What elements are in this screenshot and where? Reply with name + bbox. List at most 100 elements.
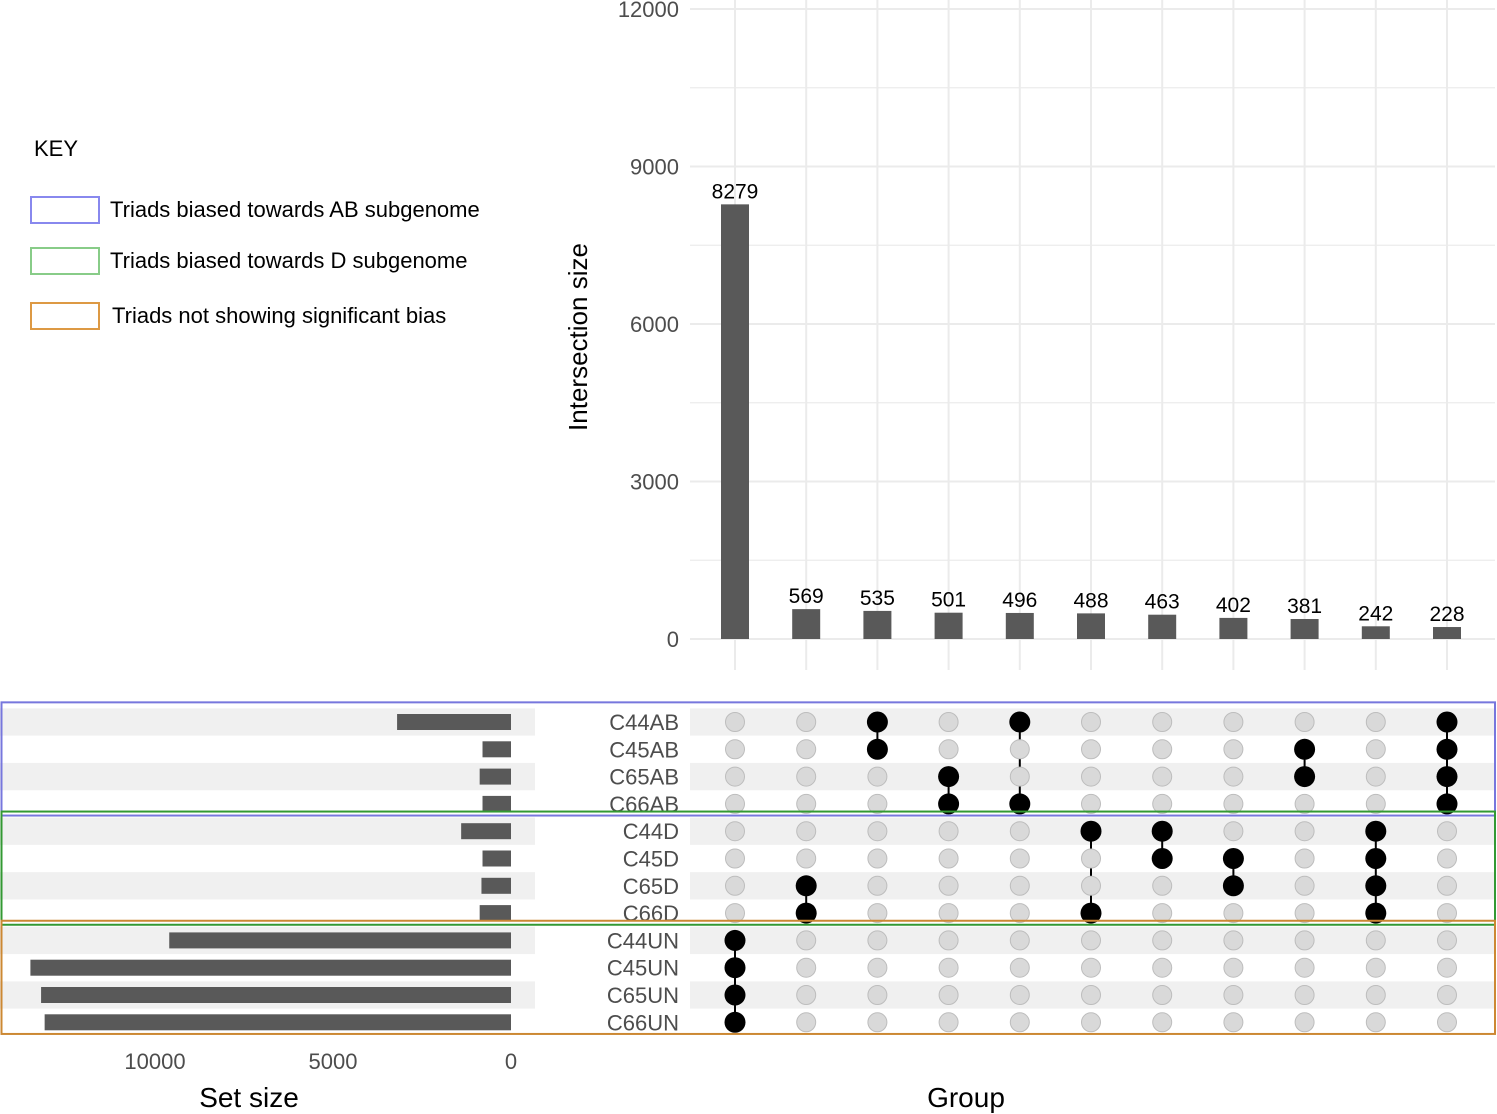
matrix-dot-off: [867, 875, 888, 896]
matrix-dot-off: [1437, 957, 1457, 978]
matrix-dot-off: [1009, 821, 1030, 842]
matrix-dot-off: [1009, 985, 1030, 1005]
matrix-dot-on: [938, 793, 960, 815]
group-frame: [0, 810, 1496, 926]
matrix-dot-off: [1009, 766, 1030, 787]
intersection-bar: [721, 204, 749, 640]
y-tick-label: 3000: [630, 470, 679, 495]
matrix-dot-off: [1152, 957, 1173, 978]
y-tick-label: 9000: [630, 155, 679, 180]
matrix-dot-off: [796, 848, 817, 869]
matrix-dot-on: [1222, 875, 1244, 897]
bar-value-label: 381: [1287, 595, 1322, 618]
matrix-dot-off: [938, 930, 959, 951]
matrix-dot-off: [1223, 957, 1244, 978]
matrix-dot-off: [1081, 985, 1101, 1005]
matrix-dot-off: [796, 793, 817, 814]
matrix-dot-off: [1081, 793, 1101, 814]
intersection-bar: [863, 610, 892, 639]
matrix-dot-off: [1365, 930, 1386, 951]
bar-value-label: 535: [860, 587, 895, 610]
matrix-dot-off: [1365, 712, 1386, 732]
set-size-bar: [479, 768, 511, 785]
intersection-bar: [1361, 626, 1390, 639]
set-label: C44D: [623, 819, 679, 844]
matrix-dot-off: [796, 1012, 817, 1033]
matrix-dot-off: [1294, 793, 1315, 814]
legend-label-un: Triads not showing significant bias: [112, 303, 447, 328]
matrix-dot-on: [1151, 820, 1173, 842]
y-tick-label: 12000: [618, 0, 679, 22]
matrix-dot-off: [1009, 903, 1030, 924]
set-label: C65UN: [607, 983, 679, 1008]
set-size-bar: [41, 987, 512, 1003]
matrix-dot-on: [1080, 902, 1102, 924]
matrix-dot-on: [938, 766, 960, 788]
matrix-dot-off: [1223, 903, 1244, 924]
set-size-bar: [461, 823, 511, 840]
set-size-bar: [479, 905, 511, 922]
matrix-dot-off: [938, 739, 959, 760]
matrix-dot-off: [1223, 821, 1244, 842]
legend-label-ab: Triads biased towards AB subgenome: [110, 197, 480, 222]
matrix-dot-off: [1081, 875, 1101, 896]
set-label: C45AB: [609, 737, 679, 762]
matrix-dot-off: [1152, 766, 1173, 787]
matrix-dot-off: [1294, 712, 1315, 732]
matrix-dot-off: [1009, 1012, 1030, 1033]
bar-value-label: 228: [1429, 603, 1464, 626]
matrix-dot-off: [796, 712, 817, 732]
matrix-dot-off: [1437, 1012, 1457, 1033]
matrix-dot-off: [1365, 739, 1386, 760]
set-label: C65AB: [609, 765, 679, 790]
matrix-dot-off: [867, 848, 888, 869]
matrix-dot-on: [724, 984, 746, 1006]
set-size-bar: [482, 795, 511, 812]
matrix-dot-off: [1152, 712, 1173, 732]
matrix-dot-off: [1009, 739, 1030, 760]
matrix-dot-on: [1436, 711, 1458, 733]
matrix-dot-on: [866, 738, 888, 760]
matrix-dot-off: [938, 903, 959, 924]
matrix-dot-off: [725, 712, 745, 732]
matrix-dot-off: [1009, 957, 1030, 978]
matrix-dot-off: [796, 957, 817, 978]
y-tick-label: 6000: [630, 312, 679, 337]
set-size-axis-title: Set size: [199, 1082, 299, 1113]
matrix-dot-off: [1009, 875, 1030, 896]
matrix-dot-off: [938, 875, 959, 896]
matrix-dot-on: [866, 711, 888, 733]
group-frame: [0, 701, 1496, 817]
row-stripe-left: [0, 872, 535, 900]
matrix-dot-off: [938, 848, 959, 869]
set-size-bar: [397, 714, 511, 730]
bar-value-label: 501: [931, 589, 966, 612]
matrix-dot-off: [1081, 1012, 1101, 1033]
matrix-dot-on: [1365, 820, 1387, 842]
set-size-tick-label: 5000: [309, 1049, 358, 1074]
matrix-dot-on: [724, 1011, 746, 1033]
matrix-dot-off: [1223, 1012, 1244, 1033]
matrix-dot-off: [796, 766, 817, 787]
matrix-dot-off: [1081, 848, 1101, 869]
matrix-dot-on: [1365, 848, 1387, 869]
matrix-dot-off: [1437, 930, 1457, 951]
legend-swatch-d: [30, 247, 100, 275]
matrix-dot-off: [867, 985, 888, 1005]
matrix-dot-off: [1294, 821, 1315, 842]
matrix-dot-off: [1081, 957, 1101, 978]
matrix-dot-off: [1009, 930, 1030, 951]
y-tick-label: 0: [667, 627, 679, 652]
matrix-dot-off: [1223, 985, 1244, 1005]
matrix-dot-off: [1152, 875, 1173, 896]
set-size-bar: [481, 877, 511, 894]
matrix-dot-off: [1152, 1012, 1173, 1033]
matrix-dot-off: [1081, 930, 1101, 951]
intersection-bar: [934, 612, 963, 639]
y-axis-title: Intersection size: [563, 243, 593, 431]
intersection-bar: [1290, 618, 1319, 639]
matrix-dot-off: [867, 930, 888, 951]
set-size-bar: [30, 959, 512, 976]
matrix-dot-off: [725, 739, 745, 760]
matrix-dot-off: [867, 766, 888, 787]
